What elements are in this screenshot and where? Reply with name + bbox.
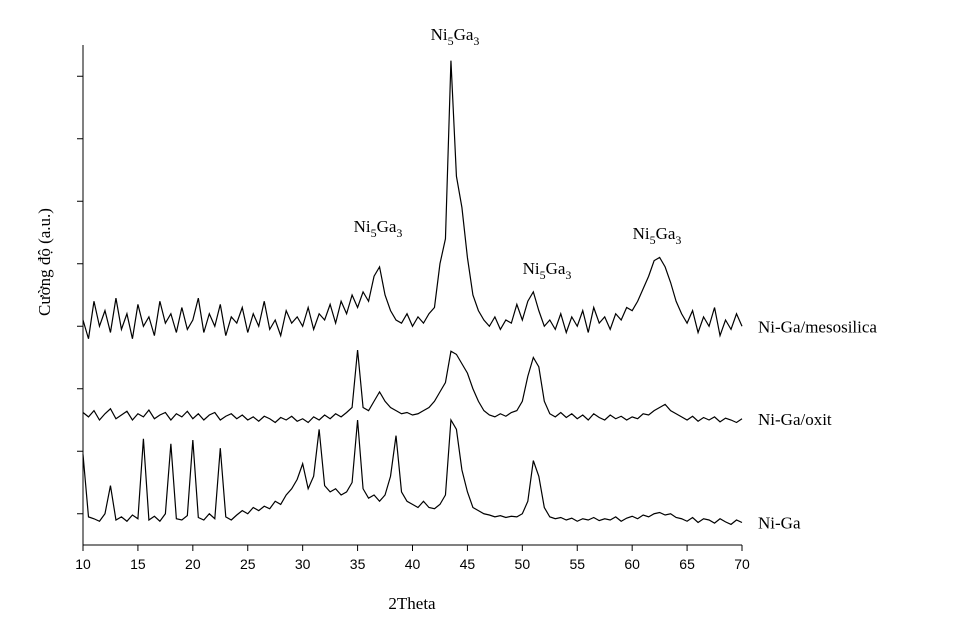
series-line <box>82 349 743 424</box>
x-tick-label: 55 <box>569 556 585 572</box>
series-line <box>82 60 743 339</box>
x-tick-label: 25 <box>240 556 256 572</box>
x-tick-label: 15 <box>130 556 146 572</box>
peak-annotation: Ni5Ga3 <box>523 259 572 282</box>
x-axis-title: 2Theta <box>388 594 436 613</box>
x-tick-label: 45 <box>460 556 476 572</box>
x-tick-label: 30 <box>295 556 311 572</box>
series-label: Ni-Ga <box>758 514 801 533</box>
peak-annotation: Ni5Ga3 <box>354 217 403 240</box>
series-label: Ni-Ga/mesosilica <box>758 317 877 336</box>
x-tick-label: 50 <box>515 556 531 572</box>
x-tick-label: 70 <box>734 556 750 572</box>
series-label: Ni-Ga/oxit <box>758 410 832 429</box>
y-axis-title: Cường độ (a.u.) <box>35 208 54 316</box>
peak-annotation: Ni5Ga3 <box>633 224 682 247</box>
x-tick-label: 10 <box>75 556 91 572</box>
x-tick-label: 20 <box>185 556 201 572</box>
series-line <box>82 418 743 526</box>
x-tick-label: 35 <box>350 556 366 572</box>
x-tick-label: 60 <box>624 556 640 572</box>
peak-annotation: Ni5Ga3 <box>431 25 480 48</box>
x-tick-label: 65 <box>679 556 695 572</box>
x-tick-label: 40 <box>405 556 421 572</box>
